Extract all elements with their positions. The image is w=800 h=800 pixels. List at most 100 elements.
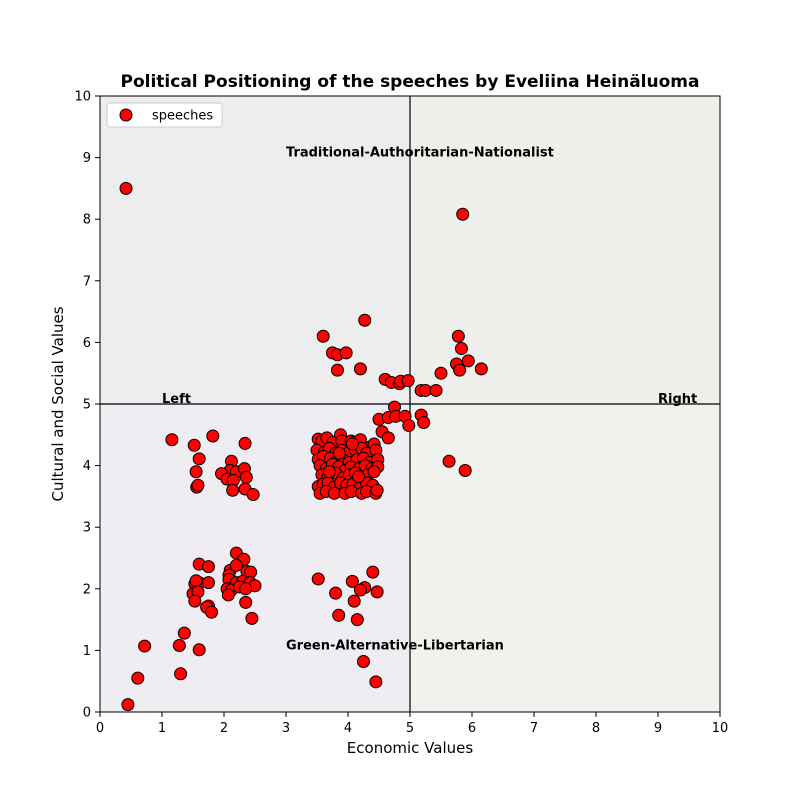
legend: speeches xyxy=(106,102,223,128)
data-point xyxy=(456,207,470,221)
data-point xyxy=(316,329,330,343)
data-point xyxy=(119,181,133,195)
data-point xyxy=(330,363,344,377)
x-tick-label: 3 xyxy=(282,721,290,736)
data-point xyxy=(454,342,468,356)
data-point xyxy=(458,464,472,478)
data-point xyxy=(358,313,372,327)
x-tick-label: 0 xyxy=(96,721,104,736)
y-tick-label: 4 xyxy=(83,459,91,474)
data-point xyxy=(369,675,383,689)
data-point xyxy=(192,643,206,657)
data-point xyxy=(174,667,188,681)
data-point xyxy=(138,639,152,653)
x-tick-label: 6 xyxy=(468,721,476,736)
data-point xyxy=(229,558,243,572)
data-point xyxy=(192,452,206,466)
data-point xyxy=(221,588,235,602)
data-point xyxy=(202,576,215,590)
legend-box xyxy=(106,102,223,128)
data-point xyxy=(177,626,191,640)
data-point xyxy=(347,594,361,608)
y-tick-label: 10 xyxy=(74,90,91,105)
data-point xyxy=(350,613,364,627)
data-point xyxy=(172,638,186,652)
data-point xyxy=(239,595,253,609)
x-tick-label: 4 xyxy=(344,721,352,736)
y-tick-label: 6 xyxy=(83,336,91,351)
data-point xyxy=(238,436,252,450)
data-point xyxy=(239,470,253,484)
data-point xyxy=(188,594,202,608)
annotation-left: Left xyxy=(162,392,191,407)
data-point xyxy=(367,465,381,479)
data-point xyxy=(121,698,135,712)
quadrant-bottom-right xyxy=(410,404,720,712)
data-point xyxy=(344,484,358,498)
data-point xyxy=(311,572,325,586)
data-point xyxy=(205,605,219,619)
quadrant-dividers xyxy=(100,96,720,712)
legend-label: speeches xyxy=(152,109,213,124)
quadrant-top-left xyxy=(100,96,410,404)
y-tick-label: 0 xyxy=(83,706,91,721)
x-axis-label: Economic Values xyxy=(347,739,474,757)
data-point xyxy=(401,374,415,388)
annotation-green-alternative-libertarian: Green-Alternative-Libertarian xyxy=(286,638,504,653)
y-tick-label: 9 xyxy=(83,151,91,166)
data-point xyxy=(332,446,346,460)
x-tick-label: 8 xyxy=(592,721,600,736)
y-axis-ticks: 0 1 2 3 4 5 6 7 8 9 10 xyxy=(74,90,100,721)
data-point xyxy=(434,366,448,380)
data-point xyxy=(322,465,336,479)
y-tick-label: 3 xyxy=(83,521,91,536)
data-point xyxy=(442,454,456,468)
x-axis-ticks: 0 1 2 3 4 5 6 7 8 9 10 xyxy=(96,712,728,736)
data-point xyxy=(451,329,465,343)
data-point xyxy=(417,415,431,429)
x-tick-label: 5 xyxy=(406,721,414,736)
chart-title: Political Positioning of the speeches by… xyxy=(121,72,700,92)
y-axis-label: Cultural and Social Values xyxy=(49,306,67,501)
data-point xyxy=(381,431,395,445)
y-tick-label: 8 xyxy=(83,213,91,228)
data-point xyxy=(370,483,384,497)
data-point xyxy=(402,419,416,433)
y-tick-label: 7 xyxy=(83,274,91,289)
y-tick-label: 1 xyxy=(83,644,91,659)
data-point xyxy=(461,354,475,368)
data-point xyxy=(206,429,220,443)
x-tick-label: 7 xyxy=(530,721,538,736)
x-tick-label: 10 xyxy=(712,721,729,736)
data-point xyxy=(370,585,384,599)
data-point xyxy=(474,362,488,376)
annotation-traditional-authoritarian-nationalist: Traditional-Authoritarian-Nationalist xyxy=(286,146,554,161)
data-point xyxy=(165,433,179,447)
data-point xyxy=(239,582,253,596)
data-point xyxy=(357,654,370,668)
data-point xyxy=(345,574,359,588)
data-point xyxy=(245,611,259,625)
quadrant-annotations: Traditional-Authoritarian-Nationalist Gre… xyxy=(162,146,697,654)
data-point xyxy=(189,574,203,588)
data-point xyxy=(366,565,380,579)
quadrant-backgrounds xyxy=(100,96,720,712)
data-point xyxy=(352,470,366,484)
annotation-right: Right xyxy=(658,392,697,407)
data-point xyxy=(189,465,203,479)
y-tick-label: 5 xyxy=(83,398,91,413)
data-point xyxy=(329,586,343,600)
data-point xyxy=(191,478,205,492)
data-point xyxy=(131,671,145,685)
data-point xyxy=(453,363,467,377)
data-point xyxy=(246,488,260,502)
data-point xyxy=(429,383,443,397)
data-point xyxy=(332,608,346,622)
data-point xyxy=(187,438,201,452)
x-tick-label: 9 xyxy=(654,721,662,736)
data-points xyxy=(119,181,488,712)
legend-marker xyxy=(119,108,133,122)
data-point xyxy=(345,437,359,451)
y-tick-label: 2 xyxy=(83,582,91,597)
data-point xyxy=(202,560,215,574)
